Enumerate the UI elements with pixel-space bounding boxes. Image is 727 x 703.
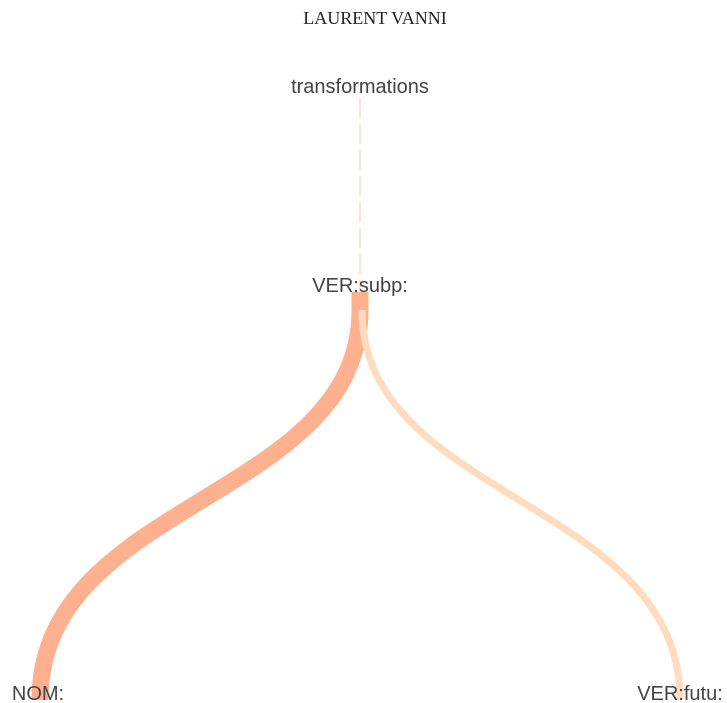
link <box>31 292 369 701</box>
title: LAURENT VANNI <box>303 8 447 28</box>
node-label: NOM: <box>12 683 64 703</box>
link <box>358 309 684 701</box>
node-label: VER:futu: <box>637 683 723 703</box>
node-label: transformations <box>291 76 429 98</box>
node-label: VER:subp: <box>312 275 408 297</box>
